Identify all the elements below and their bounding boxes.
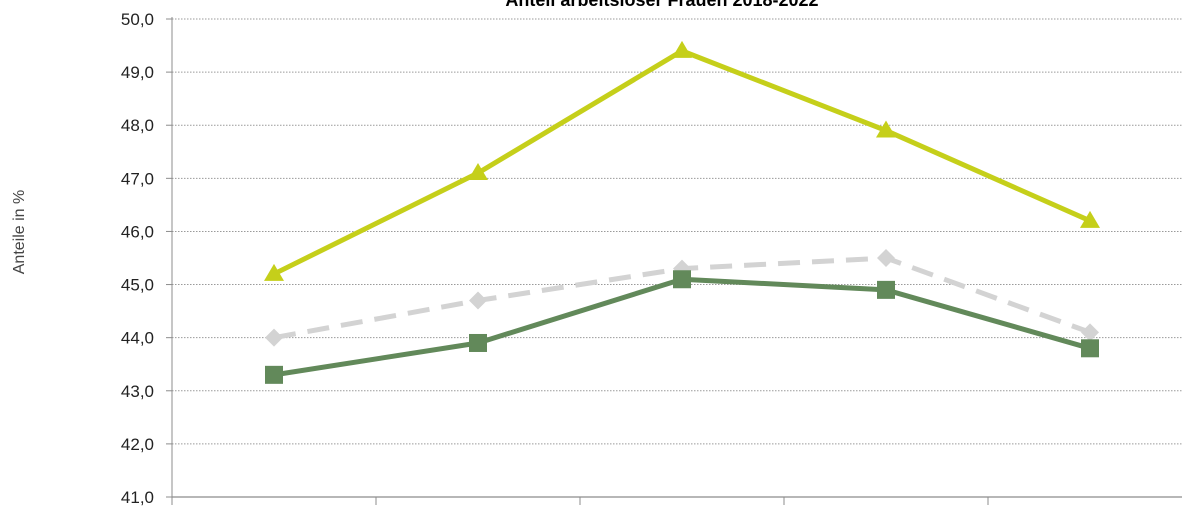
data-point bbox=[1081, 323, 1099, 342]
series-group bbox=[264, 40, 1100, 384]
y-tick-label: 43,0 bbox=[121, 382, 154, 401]
data-point bbox=[265, 328, 283, 347]
y-axis-label: Anteile in % bbox=[11, 190, 28, 275]
y-tick-label: 44,0 bbox=[121, 329, 154, 348]
y-tick-label: 50,0 bbox=[121, 10, 154, 29]
series-triangle bbox=[264, 40, 1100, 281]
axes: 41,0 42,0 43,0 44,0 45,0 46,0 47,0 48,0 49,0 50,0… bbox=[121, 10, 1182, 513]
series-square bbox=[265, 270, 1099, 384]
data-point bbox=[673, 270, 691, 289]
data-point bbox=[672, 40, 692, 58]
data-point bbox=[265, 365, 283, 384]
series-diamond bbox=[265, 249, 1099, 347]
data-point bbox=[877, 280, 895, 299]
y-tick-label: 45,0 bbox=[121, 276, 154, 295]
data-point bbox=[877, 249, 895, 267]
series-line bbox=[272, 48, 1092, 277]
y-tick-label: 41,0 bbox=[121, 488, 154, 507]
data-point bbox=[876, 120, 896, 138]
data-point bbox=[469, 333, 487, 352]
data-point bbox=[1081, 339, 1099, 358]
gridlines bbox=[172, 18, 1182, 445]
y-tick-label: 49,0 bbox=[121, 63, 154, 82]
chart-title: Anteil arbeitsloser Frauen 2018-2022 bbox=[505, 0, 818, 10]
data-point bbox=[264, 263, 284, 281]
y-tick-label: 42,0 bbox=[121, 435, 154, 454]
y-tick-label: 48,0 bbox=[121, 116, 154, 135]
data-point bbox=[468, 163, 488, 181]
data-point bbox=[469, 291, 487, 310]
y-tick-label: 47,0 bbox=[121, 169, 154, 188]
y-tick-label: 46,0 bbox=[121, 222, 154, 241]
data-point bbox=[1080, 210, 1100, 228]
series-line bbox=[273, 276, 1091, 378]
